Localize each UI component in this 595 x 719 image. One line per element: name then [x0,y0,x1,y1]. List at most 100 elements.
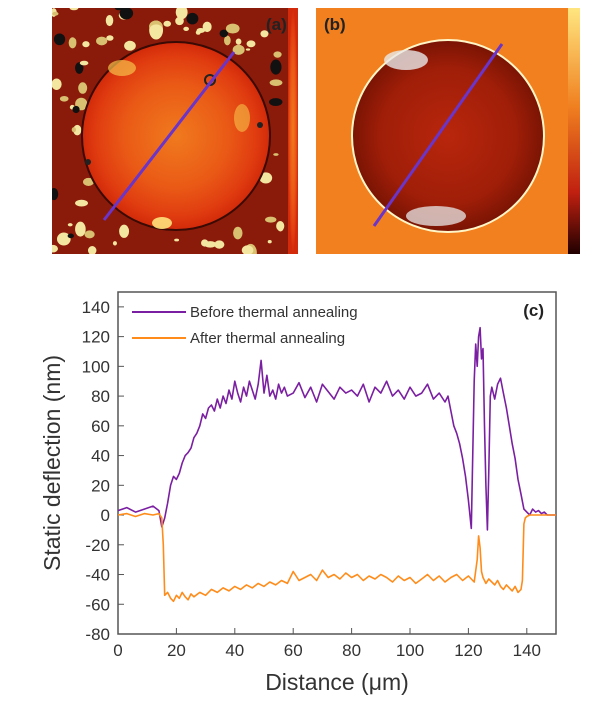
panel-a-membrane [82,42,270,230]
panel-a-membrane-edge [81,41,271,231]
panel-a-image: (a) [52,8,298,254]
speckle [119,224,130,238]
speckle [52,11,59,16]
speckle [72,105,80,114]
speckle [202,21,212,33]
y-tick-label: 140 [82,298,110,317]
speckle [163,20,172,27]
series-line-before [117,326,556,531]
y-tick-label: 120 [82,328,110,347]
speckle [174,238,180,242]
speckle [84,230,95,239]
x-axis-title: Distance (μm) [265,669,409,695]
speckle [233,226,243,240]
x-tick-label: 120 [454,641,482,660]
speckle [245,48,251,51]
panel-b-label: (b) [324,15,346,34]
speckle [52,187,59,201]
panel-b-membrane-edge [351,39,545,233]
panel-a-speckle [52,8,285,254]
x-tick-label: 60 [284,641,303,660]
speckle [75,62,84,74]
y-tick-label: 20 [91,476,110,495]
speckle [175,8,188,20]
speckle [114,8,124,11]
panel-a-scan-line [102,51,236,221]
speckle [67,223,73,227]
x-tick-label: 40 [225,641,244,660]
x-tick-label: 140 [513,641,541,660]
speckle [72,38,77,44]
speckle [127,12,133,18]
speckle [224,35,231,46]
speckle [149,24,163,35]
speckle [259,172,273,184]
speckle [105,14,114,27]
y-tick-label: 0 [101,506,110,525]
y-tick-label: -20 [85,536,110,555]
speckle [235,38,242,45]
speckle [53,33,66,46]
speckle [225,23,240,34]
series-line-after [117,512,556,603]
speckle [112,241,117,246]
panel-a-deflection-map: (a) [52,8,298,254]
speckle [270,59,282,75]
speckle [87,246,97,254]
speckle [265,216,277,223]
speckle [219,29,229,38]
panel-b-deflection-map: (b) [316,8,580,254]
speckle [246,40,256,48]
deflection-chart: 0 20 40 60 80 100 120 140 -80 -60 -40 -20 0 20 40 60 80 1… [0,270,595,719]
speckle [71,127,77,133]
panel-a-bright-spot [152,217,172,229]
speckle [273,153,279,156]
legend-label-before: Before thermal annealing [190,304,358,321]
panel-a-label: (a) [266,15,287,34]
y-tick-label: 40 [91,447,110,466]
legend: Before thermal annealing After thermal a… [132,304,358,347]
axis-ticks: 0 20 40 60 80 100 120 140 -80 -60 -40 -20 0 20 40 60 80 1… [82,298,541,660]
panel-a-color-bar [288,8,298,254]
plot-frame [117,291,557,635]
x-tick-label: 20 [167,641,186,660]
speckle [67,233,74,239]
speckle [82,177,94,186]
y-tick-label: -40 [85,566,110,585]
y-axis-title: Static deflection (nm) [39,355,65,571]
speckle [52,78,62,90]
x-tick-label: 80 [342,641,361,660]
y-tick-label: 100 [82,357,110,376]
speckle [78,82,88,94]
panel-b-scan-line [372,43,504,227]
speckle [214,240,225,249]
y-tick-label: -80 [85,625,110,644]
speckle [73,124,82,136]
panel-b-image: (b) [316,8,580,254]
speckle [82,41,90,48]
panel-c-label: (c) [523,301,544,320]
speckle [124,40,136,51]
speckle [106,35,114,41]
speckle [56,232,71,246]
speckle [96,36,108,46]
panel-a-defect [85,159,91,165]
x-tick-label: 100 [396,641,424,660]
speckle [268,98,283,106]
x-tick-label: 0 [113,641,122,660]
panel-b-membrane [352,40,544,232]
speckle [269,79,283,86]
panel-b-bright-spot [384,50,428,70]
series-group [117,326,556,603]
speckle [69,8,79,11]
speckle [277,224,284,232]
speckle [79,60,89,66]
speckle [196,28,206,34]
panel-a-defect [257,122,263,128]
panel-b-color-bar [568,8,580,254]
speckle [232,44,245,55]
speckle [52,244,58,253]
speckle [186,12,199,25]
speckle [183,26,189,32]
legend-label-after: After thermal annealing [190,330,345,347]
